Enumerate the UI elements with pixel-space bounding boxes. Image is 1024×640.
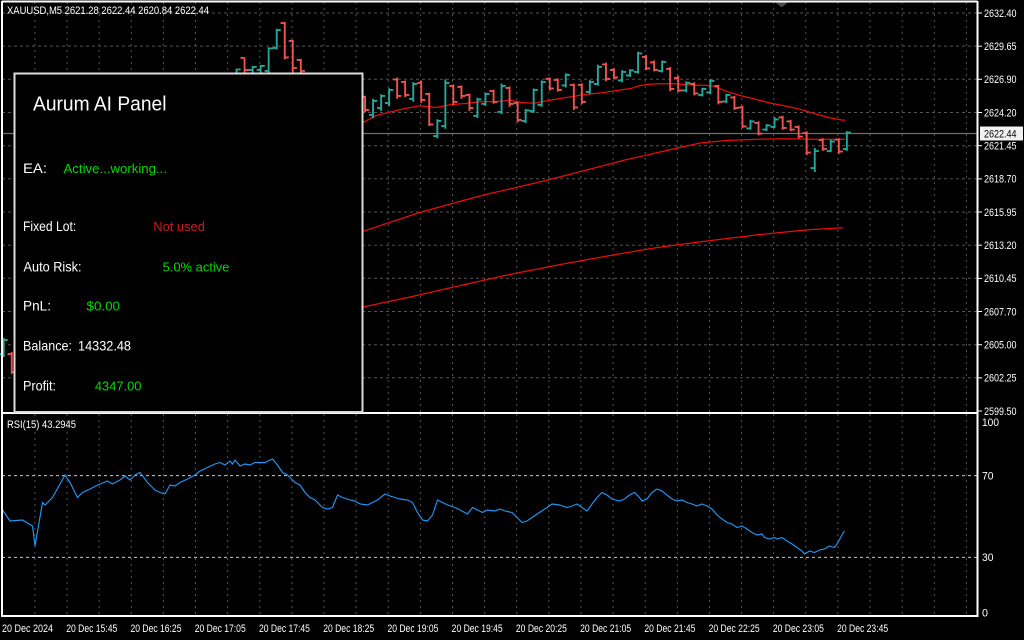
- svg-text:0: 0: [982, 608, 988, 620]
- svg-text:5.0% active: 5.0% active: [163, 260, 230, 275]
- svg-text:30: 30: [982, 552, 994, 564]
- svg-text:2629.65: 2629.65: [984, 41, 1017, 53]
- svg-text:2602.25: 2602.25: [984, 373, 1017, 385]
- svg-text:2624.20: 2624.20: [984, 107, 1017, 119]
- svg-text:PnL:: PnL:: [23, 298, 51, 314]
- svg-text:Aurum AI Panel: Aurum AI Panel: [33, 94, 167, 116]
- svg-text:Fixed Lot:: Fixed Lot:: [23, 218, 76, 234]
- svg-text:RSI(15) 43.2945: RSI(15) 43.2945: [7, 419, 76, 431]
- svg-text:20 Dec 19:05: 20 Dec 19:05: [387, 623, 438, 635]
- svg-text:14332.48: 14332.48: [78, 338, 131, 354]
- svg-text:2613.20: 2613.20: [984, 240, 1017, 252]
- svg-text:20 Dec 20:25: 20 Dec 20:25: [516, 623, 567, 635]
- svg-text:XAUUSD,M5 2621.28 2622.44 262: XAUUSD,M5 2621.28 2622.44 2620.84 2622.4…: [7, 5, 209, 17]
- svg-text:2622.44: 2622.44: [984, 129, 1017, 141]
- svg-text:2605.00: 2605.00: [984, 340, 1017, 352]
- svg-text:4347.00: 4347.00: [95, 379, 141, 394]
- svg-text:2618.70: 2618.70: [984, 174, 1017, 186]
- svg-text:Profit:: Profit:: [23, 378, 56, 394]
- svg-text:20 Dec 21:45: 20 Dec 21:45: [644, 623, 695, 635]
- svg-text:2632.40: 2632.40: [984, 8, 1017, 20]
- svg-text:2626.90: 2626.90: [984, 74, 1017, 86]
- svg-text:20 Dec 23:05: 20 Dec 23:05: [773, 623, 824, 635]
- svg-text:20 Dec 21:05: 20 Dec 21:05: [580, 623, 631, 635]
- svg-text:EA:: EA:: [23, 160, 47, 176]
- svg-text:20 Dec 16:25: 20 Dec 16:25: [130, 623, 181, 635]
- svg-text:20 Dec 22:25: 20 Dec 22:25: [709, 623, 760, 635]
- svg-text:2610.45: 2610.45: [984, 273, 1017, 285]
- svg-text:2615.95: 2615.95: [984, 207, 1017, 219]
- svg-text:20 Dec 15:45: 20 Dec 15:45: [66, 623, 117, 635]
- svg-text:2621.45: 2621.45: [984, 140, 1017, 152]
- svg-text:Active...working...: Active...working...: [64, 161, 168, 176]
- svg-text:70: 70: [982, 470, 994, 482]
- svg-text:20 Dec 17:05: 20 Dec 17:05: [195, 623, 246, 635]
- svg-text:Balance:: Balance:: [23, 338, 72, 354]
- svg-text:20 Dec 23:45: 20 Dec 23:45: [837, 623, 888, 635]
- svg-text:20 Dec 2024: 20 Dec 2024: [2, 623, 53, 635]
- svg-text:2599.50: 2599.50: [984, 406, 1017, 418]
- svg-text:Auto Risk:: Auto Risk:: [24, 259, 82, 275]
- svg-text:20 Dec 19:45: 20 Dec 19:45: [452, 623, 503, 635]
- svg-text:2607.70: 2607.70: [984, 306, 1017, 318]
- svg-text:20 Dec 17:45: 20 Dec 17:45: [259, 623, 310, 635]
- svg-text:$0.00: $0.00: [87, 299, 121, 314]
- svg-text:20 Dec 18:25: 20 Dec 18:25: [323, 623, 374, 635]
- svg-text:100: 100: [982, 417, 999, 429]
- svg-text:Not used: Not used: [153, 219, 205, 234]
